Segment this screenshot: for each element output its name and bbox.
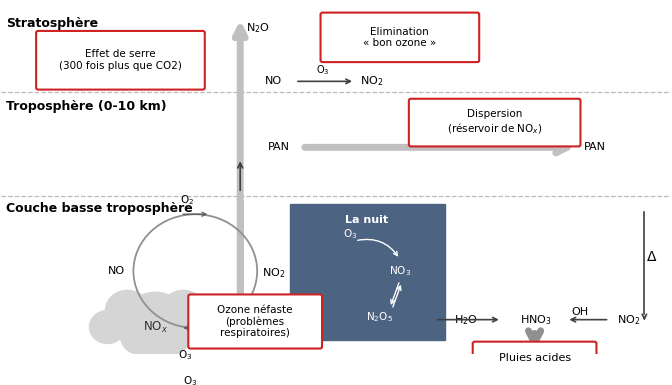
Text: O$_3$: O$_3$ bbox=[317, 63, 330, 77]
Circle shape bbox=[120, 318, 161, 355]
Text: N$_2$O: N$_2$O bbox=[246, 21, 270, 35]
Text: Troposphère (0-10 km): Troposphère (0-10 km) bbox=[5, 100, 166, 113]
Text: Ozone néfaste
(problèmes
respiratoires): Ozone néfaste (problèmes respiratoires) bbox=[218, 305, 293, 338]
Text: NO$_2$: NO$_2$ bbox=[360, 74, 383, 88]
Text: NO: NO bbox=[265, 76, 282, 86]
Text: Dispersion
(réservoir de NO$_x$): Dispersion (réservoir de NO$_x$) bbox=[447, 109, 542, 136]
FancyBboxPatch shape bbox=[321, 13, 479, 62]
FancyBboxPatch shape bbox=[188, 295, 322, 348]
FancyArrowPatch shape bbox=[358, 239, 397, 256]
Text: hv: hv bbox=[207, 335, 220, 345]
Text: Couche basse troposphère: Couche basse troposphère bbox=[5, 203, 192, 215]
Text: OH: OH bbox=[571, 307, 588, 317]
Circle shape bbox=[185, 310, 221, 343]
Text: O$_3$: O$_3$ bbox=[178, 348, 192, 362]
Text: O$_3$: O$_3$ bbox=[183, 374, 198, 385]
Text: PAN: PAN bbox=[583, 142, 605, 152]
Text: Δ: Δ bbox=[646, 250, 656, 264]
Text: H$_2$O: H$_2$O bbox=[454, 313, 478, 326]
Circle shape bbox=[126, 292, 185, 347]
Text: NO$_2$: NO$_2$ bbox=[262, 266, 286, 280]
Circle shape bbox=[89, 310, 126, 343]
Text: NO$_3$: NO$_3$ bbox=[389, 264, 411, 278]
FancyBboxPatch shape bbox=[36, 31, 205, 90]
Text: PAN: PAN bbox=[268, 142, 290, 152]
Circle shape bbox=[137, 323, 173, 356]
Text: N$_2$O$_5$: N$_2$O$_5$ bbox=[366, 310, 393, 324]
Text: Stratosphère: Stratosphère bbox=[5, 17, 98, 30]
FancyBboxPatch shape bbox=[409, 99, 581, 146]
Circle shape bbox=[151, 318, 190, 355]
Text: NO: NO bbox=[108, 266, 126, 276]
Text: Elimination
« bon ozone »: Elimination « bon ozone » bbox=[364, 27, 437, 48]
Text: NO$_x$: NO$_x$ bbox=[143, 320, 168, 335]
Circle shape bbox=[161, 290, 205, 331]
Text: NO$_2$: NO$_2$ bbox=[618, 313, 640, 326]
Circle shape bbox=[106, 290, 149, 331]
Text: O$_2$: O$_2$ bbox=[180, 193, 194, 207]
Text: Pluies acides: Pluies acides bbox=[499, 353, 571, 363]
FancyBboxPatch shape bbox=[290, 204, 445, 340]
Text: HNO$_3$: HNO$_3$ bbox=[519, 313, 552, 326]
Text: La nuit: La nuit bbox=[345, 215, 388, 225]
Text: Effet de serre
(300 fois plus que CO2): Effet de serre (300 fois plus que CO2) bbox=[59, 49, 182, 71]
Text: O$_3$: O$_3$ bbox=[343, 228, 357, 241]
FancyBboxPatch shape bbox=[472, 341, 597, 375]
